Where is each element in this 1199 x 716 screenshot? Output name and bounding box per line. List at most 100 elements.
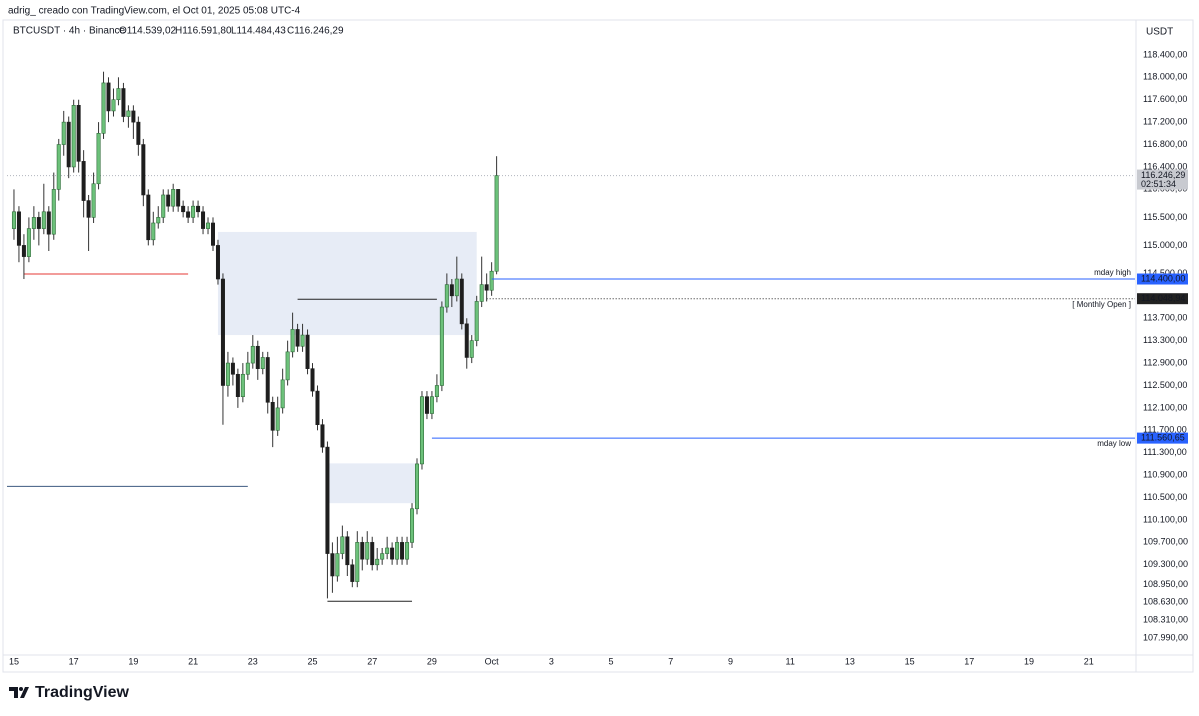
candle-body xyxy=(419,396,424,465)
candle-body xyxy=(300,334,305,347)
candle-body xyxy=(410,508,415,543)
x-tick-label: Oct xyxy=(485,656,500,666)
candle-body xyxy=(439,306,444,386)
x-tick-label: 13 xyxy=(845,656,855,666)
candle-body xyxy=(201,211,206,229)
candle-body xyxy=(415,463,420,510)
x-tick-label: 17 xyxy=(964,656,974,666)
y-tick-label: 115.500,00 xyxy=(1143,212,1187,222)
y-tick-label: 113.700,00 xyxy=(1143,313,1187,323)
candle-body xyxy=(270,401,275,431)
x-tick-label: 19 xyxy=(1024,656,1034,666)
candle-body xyxy=(275,407,280,431)
x-tick-label: 27 xyxy=(367,656,377,666)
credit: adrig_ creado con TradingView.com, el Oc… xyxy=(8,6,301,17)
level-label: [ Monthly Open ] xyxy=(1072,300,1131,309)
candle-body xyxy=(181,205,186,213)
level-price: 114.400,00 xyxy=(1141,273,1185,283)
last-price-box xyxy=(1137,169,1188,190)
candle-body xyxy=(61,121,66,145)
y-tick-label: 115.000,00 xyxy=(1143,240,1187,250)
candle-body xyxy=(350,564,355,582)
x-tick-label: 11 xyxy=(786,656,795,666)
candle-body xyxy=(91,183,96,218)
candle-body xyxy=(494,175,499,272)
y-tick-label: 110.500,00 xyxy=(1143,492,1187,502)
candle-body xyxy=(365,542,370,560)
candle-body xyxy=(176,189,181,207)
level-label: mday low xyxy=(1097,439,1131,448)
candle-body xyxy=(390,547,395,560)
candle-body xyxy=(424,396,429,414)
candle-body xyxy=(375,558,380,566)
candle-body xyxy=(484,284,489,291)
candle-body xyxy=(489,270,494,291)
candle-body xyxy=(166,194,171,207)
candle-body xyxy=(81,161,86,201)
y-tick-label: 110.900,00 xyxy=(1143,470,1187,480)
candle-body xyxy=(360,542,365,560)
candle-body xyxy=(325,446,330,554)
candle-body xyxy=(345,536,350,566)
candle-body xyxy=(161,194,166,218)
candle-body xyxy=(230,362,235,375)
x-tick-label: 5 xyxy=(609,656,614,666)
candle-body xyxy=(449,284,454,297)
candle-body xyxy=(101,82,106,134)
x-tick-label: 9 xyxy=(728,656,733,666)
y-tick-label: 114.500,00 xyxy=(1143,268,1187,278)
candle-body xyxy=(235,373,240,397)
candle-body xyxy=(225,362,230,386)
candle-body xyxy=(245,362,250,375)
candle-body xyxy=(474,301,479,341)
candle-body xyxy=(429,396,434,414)
candle-body xyxy=(96,133,101,185)
y-tick-label: 108.630,00 xyxy=(1143,597,1188,607)
candle-body xyxy=(46,211,51,235)
close: C116.246,29 xyxy=(287,26,344,37)
candle-body xyxy=(464,323,469,358)
candle-body xyxy=(400,542,405,560)
candle-body xyxy=(41,211,46,229)
candle-body xyxy=(305,334,310,369)
candle-body xyxy=(385,547,390,554)
candle-body xyxy=(370,542,375,566)
candle-body xyxy=(186,211,191,218)
y-tick-label: 109.700,00 xyxy=(1143,537,1188,547)
candle-body xyxy=(76,105,81,162)
candle-body xyxy=(156,217,161,224)
candle-body xyxy=(280,379,285,409)
candle-body xyxy=(250,345,255,364)
level-price: 111.560,65 xyxy=(1141,432,1185,442)
candle-body xyxy=(330,553,335,577)
candle-body xyxy=(395,542,400,560)
level-price: 114.048,94 xyxy=(1141,293,1185,303)
candle-body xyxy=(215,245,220,280)
candle-body xyxy=(405,542,410,560)
y-tick-label: 118.000,00 xyxy=(1143,72,1187,82)
candle-body xyxy=(434,385,439,397)
candle-body xyxy=(16,211,21,246)
y-tick-label: 116.800,00 xyxy=(1143,139,1187,149)
symbol: BTCUSDT · 4h · Binance xyxy=(13,26,126,37)
zone xyxy=(217,231,477,336)
candle-body xyxy=(111,99,116,112)
candle-body xyxy=(51,189,56,235)
y-tick-label: 109.300,00 xyxy=(1143,559,1188,569)
x-tick-label: 7 xyxy=(668,656,673,666)
candle-body xyxy=(131,110,136,123)
y-tick-label: 117.200,00 xyxy=(1143,117,1187,127)
level-price-box xyxy=(1137,293,1188,305)
high: H116.591,80 xyxy=(175,26,232,37)
candle-body xyxy=(340,536,345,554)
candle-body xyxy=(26,228,31,257)
y-tick-label: 107.990,00 xyxy=(1143,633,1188,643)
candle-body xyxy=(335,553,340,577)
y-tick-label: 108.950,00 xyxy=(1143,579,1188,589)
level-price-box xyxy=(1137,432,1188,444)
candle-body xyxy=(196,205,201,213)
candle-body xyxy=(355,542,360,582)
zone xyxy=(327,463,418,504)
y-tick-label: 116.400,00 xyxy=(1143,161,1187,171)
